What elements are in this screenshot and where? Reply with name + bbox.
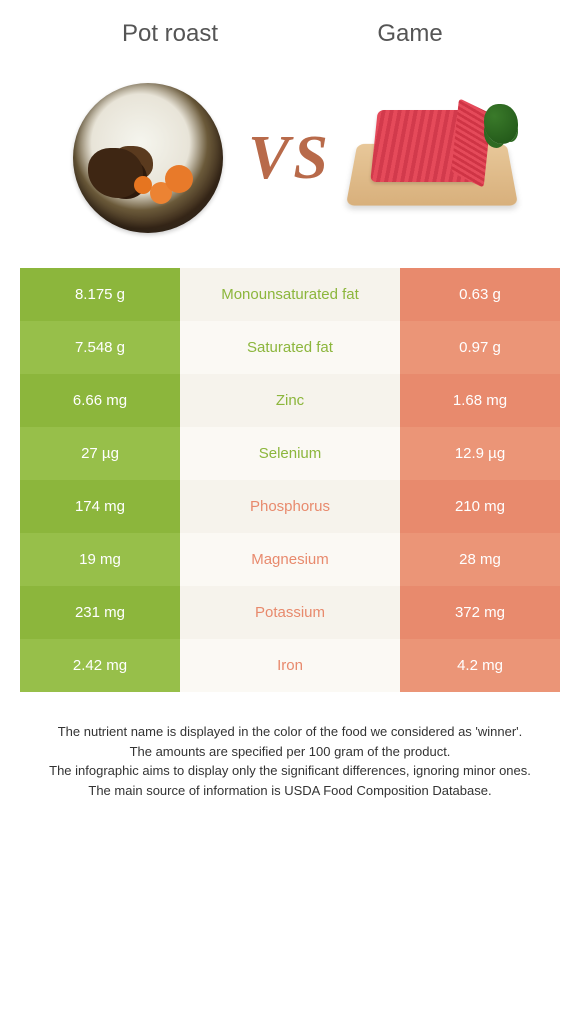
nutrient-name: Zinc	[180, 374, 400, 427]
footer-line: The nutrient name is displayed in the co…	[20, 722, 560, 742]
value-right: 12.9 µg	[400, 427, 560, 480]
pot-roast-plate-icon	[73, 83, 223, 233]
value-right: 1.68 mg	[400, 374, 560, 427]
value-left: 6.66 mg	[20, 374, 180, 427]
food-image-game	[352, 78, 512, 238]
table-row: 7.548 gSaturated fat0.97 g	[20, 321, 560, 374]
nutrient-name: Selenium	[180, 427, 400, 480]
title-left: Pot roast	[50, 20, 290, 48]
nutrient-name: Magnesium	[180, 533, 400, 586]
vs-label: VS	[248, 127, 332, 189]
value-right: 210 mg	[400, 480, 560, 533]
nutrient-name: Monounsaturated fat	[180, 268, 400, 321]
value-right: 28 mg	[400, 533, 560, 586]
table-row: 2.42 mgIron4.2 mg	[20, 639, 560, 692]
footer-line: The amounts are specified per 100 gram o…	[20, 742, 560, 762]
value-left: 2.42 mg	[20, 639, 180, 692]
table-row: 174 mgPhosphorus210 mg	[20, 480, 560, 533]
value-right: 0.97 g	[400, 321, 560, 374]
table-row: 8.175 gMonounsaturated fat0.63 g	[20, 268, 560, 321]
value-left: 8.175 g	[20, 268, 180, 321]
footer-line: The infographic aims to display only the…	[20, 761, 560, 781]
value-right: 0.63 g	[400, 268, 560, 321]
comparison-table: 8.175 gMonounsaturated fat0.63 g7.548 gS…	[20, 268, 560, 692]
nutrient-name: Saturated fat	[180, 321, 400, 374]
value-left: 231 mg	[20, 586, 180, 639]
table-row: 19 mgMagnesium28 mg	[20, 533, 560, 586]
nutrient-name: Phosphorus	[180, 480, 400, 533]
value-left: 7.548 g	[20, 321, 180, 374]
value-left: 174 mg	[20, 480, 180, 533]
table-row: 231 mgPotassium372 mg	[20, 586, 560, 639]
nutrient-name: Iron	[180, 639, 400, 692]
value-right: 4.2 mg	[400, 639, 560, 692]
title-right: Game	[290, 20, 530, 48]
value-left: 27 µg	[20, 427, 180, 480]
nutrient-name: Potassium	[180, 586, 400, 639]
game-meat-icon	[352, 98, 512, 218]
vs-row: VS	[0, 58, 580, 268]
table-row: 6.66 mgZinc1.68 mg	[20, 374, 560, 427]
footer-line: The main source of information is USDA F…	[20, 781, 560, 801]
value-left: 19 mg	[20, 533, 180, 586]
table-row: 27 µgSelenium12.9 µg	[20, 427, 560, 480]
footer-notes: The nutrient name is displayed in the co…	[20, 722, 560, 800]
food-image-pot-roast	[68, 78, 228, 238]
value-right: 372 mg	[400, 586, 560, 639]
header: Pot roast Game	[0, 0, 580, 58]
